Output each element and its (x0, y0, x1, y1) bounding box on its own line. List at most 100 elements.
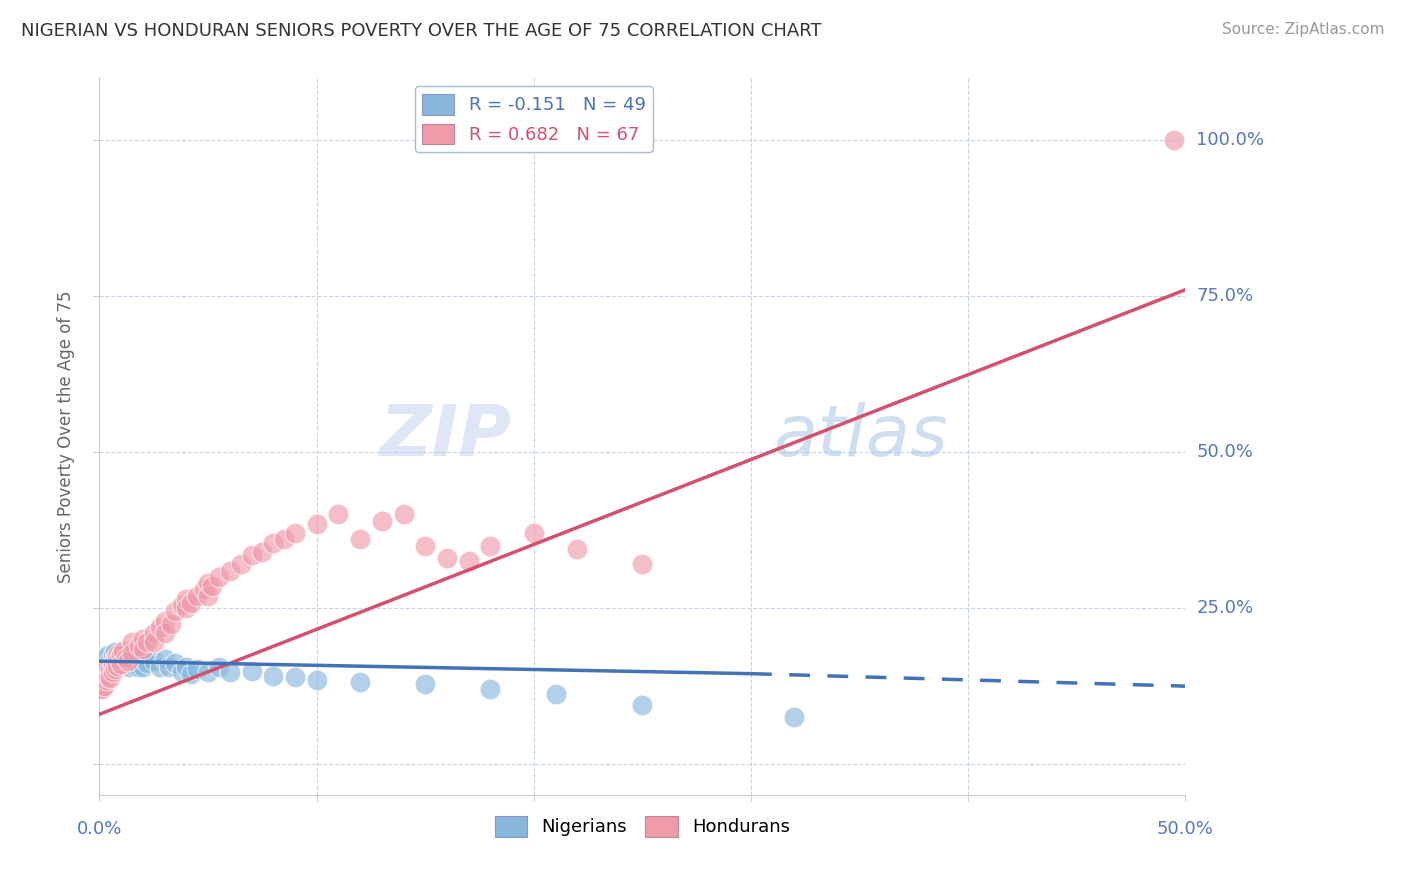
Point (197, 589, 219, 603)
Point (101, 657, 124, 672)
Y-axis label: Seniors Poverty Over the Age of 75: Seniors Poverty Over the Age of 75 (58, 290, 75, 582)
Point (104, 662, 127, 676)
Point (142, 654, 165, 668)
Point (273, 533, 295, 547)
Point (104, 654, 127, 668)
Point (631, 698, 654, 712)
Point (153, 626, 176, 640)
Point (93, 679, 115, 693)
Point (117, 658, 139, 673)
Point (122, 658, 145, 673)
Point (305, 673, 328, 687)
Point (97, 670, 120, 684)
Point (165, 656, 187, 670)
Point (197, 665, 219, 679)
Text: 25.0%: 25.0% (1197, 599, 1254, 617)
Point (567, 541, 589, 556)
Point (284, 526, 307, 541)
Text: 75.0%: 75.0% (1197, 287, 1254, 305)
Point (544, 687, 567, 701)
Point (93, 660, 115, 674)
Point (176, 660, 198, 674)
Point (153, 614, 176, 628)
Text: 50.0%: 50.0% (1157, 821, 1213, 838)
Point (132, 660, 155, 674)
Point (201, 579, 224, 593)
Point (631, 558, 654, 572)
Point (157, 660, 180, 674)
Point (93, 670, 115, 684)
Point (128, 639, 150, 653)
Point (105, 649, 128, 664)
Point (328, 508, 350, 522)
Point (208, 570, 231, 584)
Point (105, 648, 128, 662)
Point (112, 643, 135, 657)
Point (218, 564, 240, 578)
Point (132, 641, 155, 656)
Point (413, 539, 436, 553)
Point (305, 516, 328, 531)
Point (176, 601, 198, 615)
Point (101, 665, 124, 679)
Point (105, 658, 128, 673)
Point (105, 658, 128, 673)
Point (153, 652, 176, 666)
Point (142, 626, 165, 640)
Point (136, 635, 159, 649)
Point (89, 666, 111, 681)
Point (132, 632, 155, 647)
Point (93, 651, 115, 665)
Point (97, 660, 120, 674)
Point (170, 598, 193, 612)
Point (149, 620, 172, 634)
Point (98, 660, 121, 674)
Text: NIGERIAN VS HONDURAN SENIORS POVERTY OVER THE AGE OF 75 CORRELATION CHART: NIGERIAN VS HONDURAN SENIORS POVERTY OVE… (21, 22, 821, 40)
Point (94, 673, 117, 687)
Point (128, 660, 150, 674)
Point (90, 682, 112, 697)
Text: 0.0%: 0.0% (77, 821, 122, 838)
Point (229, 558, 252, 572)
Point (121, 656, 143, 670)
Point (108, 652, 131, 666)
Point (98, 671, 121, 685)
Legend: Nigerians, Hondurans: Nigerians, Hondurans (488, 808, 797, 844)
Point (132, 652, 155, 666)
Point (371, 514, 394, 528)
Point (98, 654, 121, 668)
Point (160, 616, 183, 631)
Point (262, 535, 284, 549)
Point (186, 589, 208, 603)
Point (523, 526, 546, 541)
Point (112, 652, 135, 666)
Point (457, 554, 479, 568)
Point (110, 657, 132, 672)
Point (110, 654, 132, 668)
Point (262, 668, 284, 682)
Point (252, 545, 274, 559)
Point (186, 662, 208, 676)
Point (136, 656, 159, 670)
Point (89, 676, 111, 690)
Point (142, 635, 165, 649)
Point (218, 665, 240, 679)
Point (97, 648, 120, 662)
Text: 50.0%: 50.0% (1197, 443, 1253, 461)
Point (240, 548, 263, 562)
Point (479, 682, 502, 697)
Point (90, 673, 112, 687)
Point (101, 648, 124, 662)
Text: ZIP: ZIP (380, 402, 512, 471)
Point (108, 651, 131, 665)
Point (170, 665, 193, 679)
Point (176, 591, 198, 606)
Point (121, 646, 143, 660)
Point (1163, 133, 1185, 147)
Point (349, 533, 371, 547)
Text: atlas: atlas (773, 402, 948, 471)
Point (284, 670, 307, 684)
Text: 100.0%: 100.0% (1197, 131, 1264, 149)
Point (240, 664, 263, 678)
Point (94, 666, 117, 681)
